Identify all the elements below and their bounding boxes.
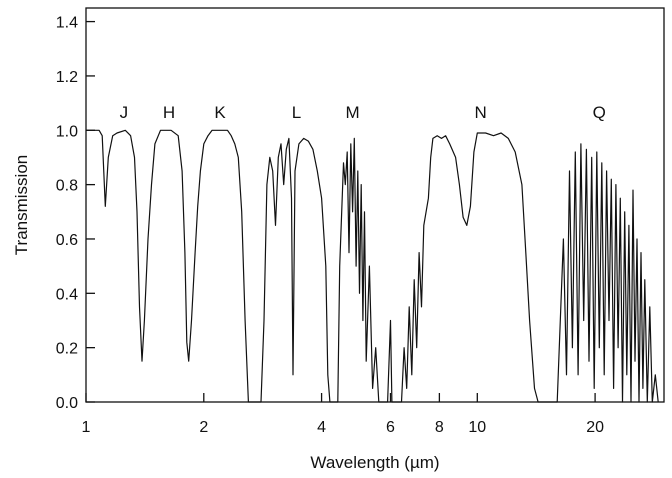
x-axis: 1 2 4 6 8 10 20: [82, 393, 604, 436]
y-tick-label: 0.4: [56, 286, 78, 303]
x-tick-label: 8: [435, 419, 444, 436]
y-tick-label: 0.6: [56, 232, 78, 249]
x-tick-label: 4: [317, 419, 326, 436]
band-label-K: K: [214, 103, 226, 122]
band-label-J: J: [120, 103, 129, 122]
x-tick-label: 1: [82, 419, 91, 436]
x-tick-label: 2: [199, 419, 208, 436]
x-axis-title: Wavelength (µm): [310, 453, 439, 472]
plot-frame: [85, 7, 665, 403]
band-label-L: L: [292, 103, 301, 122]
band-label-H: H: [163, 103, 175, 122]
x-tick-label: 6: [386, 419, 395, 436]
y-tick-label: 1.0: [56, 123, 78, 140]
y-tick-label: 1.4: [56, 15, 78, 32]
band-label-N: N: [475, 103, 487, 122]
x-tick-label: 10: [468, 419, 486, 436]
band-label-Q: Q: [593, 103, 606, 122]
y-axis: 0.0 0.2 0.4 0.6 0.8 1.0 1.2 1.4: [56, 15, 95, 412]
transmission-series-line: [86, 129, 659, 403]
y-tick-label: 0.8: [56, 178, 78, 195]
y-axis-title: Transmission: [12, 155, 31, 255]
x-tick-label: 20: [586, 419, 604, 436]
y-tick-label: 1.2: [56, 69, 78, 86]
band-label-M: M: [345, 103, 359, 122]
y-tick-label: 0.0: [56, 395, 78, 412]
y-tick-label: 0.2: [56, 341, 78, 358]
